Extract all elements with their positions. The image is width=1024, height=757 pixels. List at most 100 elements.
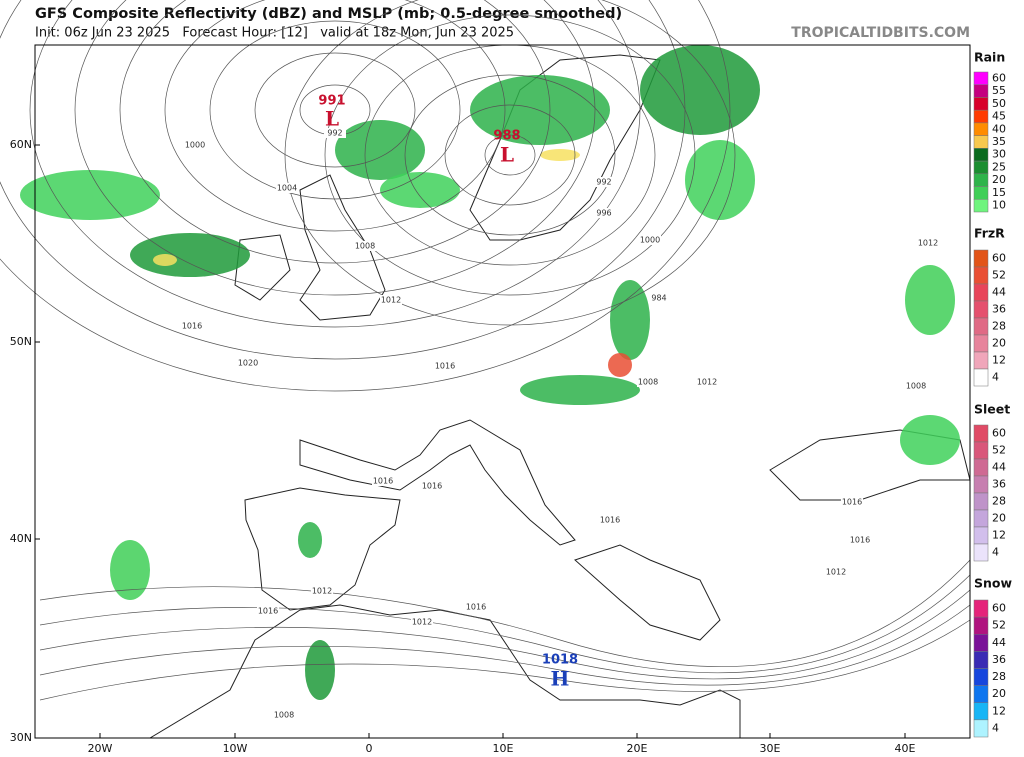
legend-swatch xyxy=(973,97,989,111)
lon-label: 0 xyxy=(366,742,373,755)
radar-blob xyxy=(540,149,580,161)
legend-level: 60 xyxy=(992,602,1006,615)
map-area xyxy=(35,45,970,738)
isobar-label: 1008 xyxy=(274,711,294,720)
isobar-label: 1004 xyxy=(277,184,297,193)
legend-level: 20 xyxy=(992,512,1006,525)
isobar xyxy=(209,20,461,200)
legend-level: 12 xyxy=(992,354,1006,367)
legend-level: 60 xyxy=(992,252,1006,265)
isobar xyxy=(444,104,576,206)
lon-label: 20W xyxy=(88,742,113,755)
legend-level: 35 xyxy=(992,135,1006,148)
isobar xyxy=(324,14,696,296)
isobar-label: 1016 xyxy=(850,536,870,545)
radar-echoes xyxy=(20,45,960,700)
legend-swatch xyxy=(973,283,989,302)
legend-level: 44 xyxy=(992,286,1006,299)
isobar-label: 1008 xyxy=(638,378,658,387)
legend-swatch xyxy=(973,702,989,721)
legend-level: 4 xyxy=(992,721,999,734)
radar-blob xyxy=(130,233,250,277)
radar-blob xyxy=(305,640,335,700)
isobar-label-bg xyxy=(648,293,670,303)
legend-swatch xyxy=(973,317,989,336)
isobar xyxy=(39,574,971,674)
isobar-label-bg xyxy=(421,481,443,491)
lat-label: 60N xyxy=(10,138,32,151)
isobar-label: 1016 xyxy=(466,603,486,612)
isobar-label: 1016 xyxy=(258,607,278,616)
isobar-label-bg xyxy=(841,497,863,507)
radar-blob xyxy=(900,415,960,465)
legend-level: 40 xyxy=(992,122,1006,135)
legend-level: 28 xyxy=(992,495,1006,508)
isobar-label: 1012 xyxy=(697,378,717,387)
isobar xyxy=(39,589,971,680)
legend-level: 4 xyxy=(992,546,999,559)
legend-level: 50 xyxy=(992,97,1006,110)
legend-level: 44 xyxy=(992,461,1006,474)
isobar-label-bg xyxy=(237,358,259,368)
radar-blob xyxy=(520,375,640,405)
legend-level: 12 xyxy=(992,529,1006,542)
legend-swatch xyxy=(973,543,989,562)
legend-swatch xyxy=(973,475,989,494)
isobar-label-bg xyxy=(434,361,456,371)
legend-swatch xyxy=(973,651,989,669)
isobar-label: 1000 xyxy=(185,141,205,150)
radar-blob xyxy=(640,45,760,135)
legend-level: 10 xyxy=(992,199,1006,212)
isobar xyxy=(484,134,536,176)
radar-blob xyxy=(335,120,425,180)
isobar xyxy=(164,0,506,232)
radar-blob xyxy=(110,540,150,600)
isobar-label-bg xyxy=(917,238,939,248)
legend-swatch xyxy=(973,71,989,85)
legend-level: 45 xyxy=(992,110,1006,123)
legend-level: 60 xyxy=(992,71,1006,84)
legend-swatch xyxy=(973,249,989,268)
legend-level: 30 xyxy=(992,148,1006,161)
legend-level: 12 xyxy=(992,704,1006,717)
radar-blob xyxy=(905,265,955,335)
pressure-value: 991 xyxy=(318,94,345,109)
legend-level: 28 xyxy=(992,320,1006,333)
legend-swatch xyxy=(973,441,989,460)
isobar-label-bg xyxy=(639,235,661,245)
legend-swatch xyxy=(973,122,989,136)
legend-title: Rain xyxy=(974,50,1005,65)
radar-blob xyxy=(153,254,177,266)
legend-level: 36 xyxy=(992,303,1006,316)
isobar xyxy=(39,559,971,667)
isobar-label-bg xyxy=(849,535,871,545)
isobar xyxy=(39,619,971,701)
pressure-symbol: H xyxy=(551,667,570,691)
legend-level: 55 xyxy=(992,84,1006,97)
site-name: TROPICALTIDBITS.COM xyxy=(791,25,970,41)
isobar-label: 1016 xyxy=(600,516,620,525)
legend-level: 28 xyxy=(992,670,1006,683)
legend-swatch xyxy=(973,109,989,124)
radar-blob xyxy=(298,522,322,558)
isobar-label-bg xyxy=(825,567,847,577)
pressure-value: 1018 xyxy=(542,653,578,668)
isobar xyxy=(284,0,736,326)
isobar-label-bg xyxy=(593,208,615,218)
pressure-symbol: L xyxy=(325,107,339,131)
legend-level: 60 xyxy=(992,427,1006,440)
isobar-label-bg xyxy=(372,476,394,486)
isobar-label-bg xyxy=(696,377,718,387)
legend-level: 25 xyxy=(992,160,1006,173)
legend-level: 15 xyxy=(992,186,1006,199)
legend-level: 52 xyxy=(992,444,1006,457)
legend-swatch xyxy=(973,668,989,686)
isobar-label-bg xyxy=(257,606,279,616)
isobar-label-bg xyxy=(905,381,927,391)
radar-blob xyxy=(610,280,650,360)
isobar-label: 996 xyxy=(596,209,611,218)
isobar-label-bg xyxy=(276,183,298,193)
legend-level: 20 xyxy=(992,173,1006,186)
legend-swatch xyxy=(973,266,989,285)
legend-swatch xyxy=(973,135,989,149)
